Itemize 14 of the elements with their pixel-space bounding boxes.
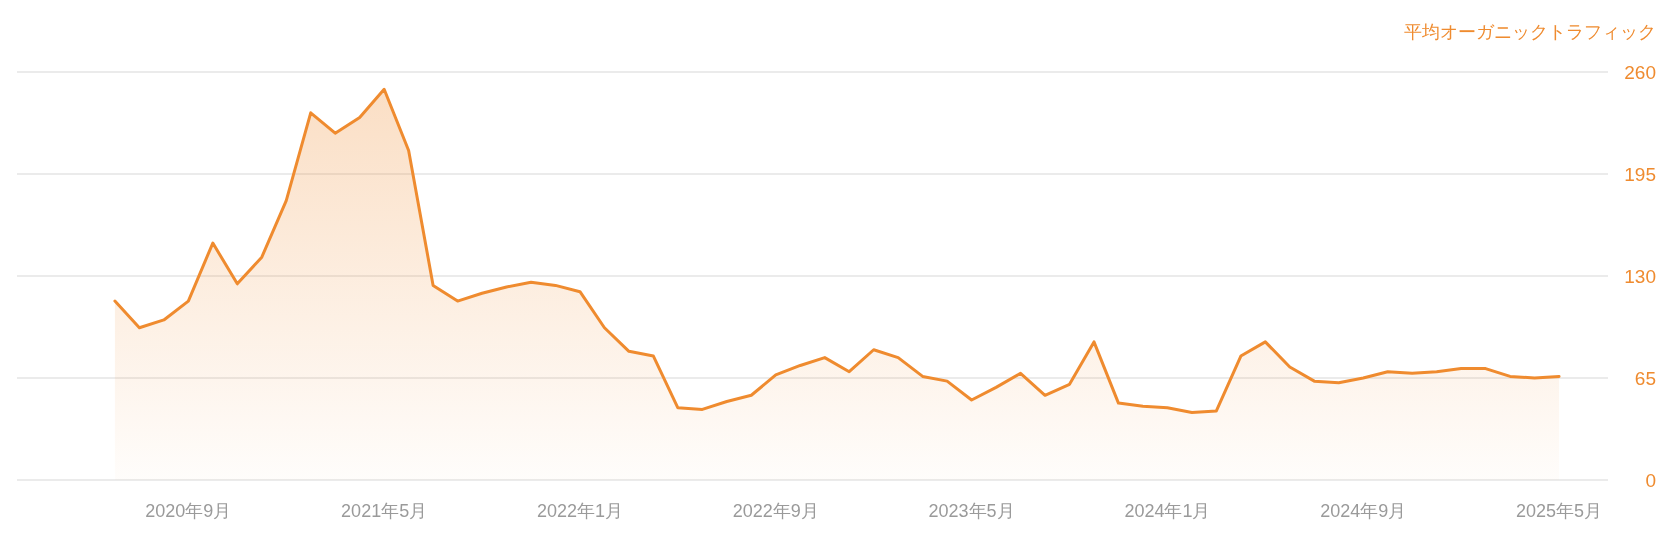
y-tick-label: 195 xyxy=(1624,163,1656,185)
y-tick-label: 0 xyxy=(1645,469,1656,491)
x-tick-label: 2024年9月 xyxy=(1320,501,1407,521)
x-tick-label: 2020年9月 xyxy=(145,501,232,521)
y-tick-label: 65 xyxy=(1634,367,1656,389)
x-tick-label: 2024年1月 xyxy=(1124,501,1211,521)
y-tick-label: 130 xyxy=(1624,265,1656,287)
x-tick-label: 2025年5月 xyxy=(1516,501,1603,521)
x-tick-label: 2021年5月 xyxy=(341,501,428,521)
x-tick-label: 2022年9月 xyxy=(732,501,819,521)
x-tick-label: 2023年5月 xyxy=(928,501,1015,521)
y-tick-label: 260 xyxy=(1624,61,1656,83)
x-tick-label: 2022年1月 xyxy=(536,501,623,521)
y-axis-title: 平均オーガニックトラフィック xyxy=(1404,22,1656,42)
